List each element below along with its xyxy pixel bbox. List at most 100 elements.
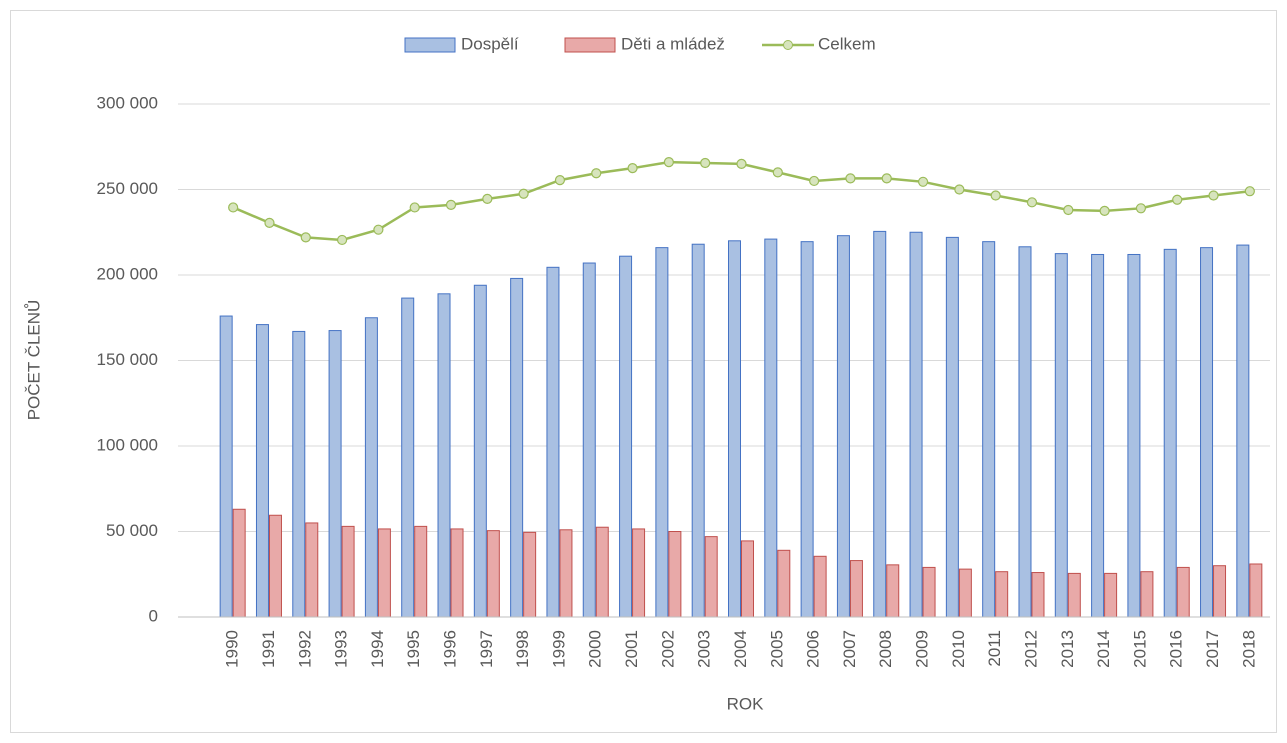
- x-tick-label: 2009: [913, 630, 932, 668]
- line-marker: [809, 175, 820, 187]
- y-tick-label: 150 000: [97, 350, 158, 369]
- line-marker: [300, 232, 311, 243]
- bar: [800, 241, 814, 618]
- bar: [1249, 563, 1263, 618]
- bar: [945, 236, 959, 618]
- bar: [741, 540, 754, 618]
- line-marker: [1026, 197, 1038, 208]
- x-tick-label: 1990: [223, 630, 242, 668]
- bar: [958, 568, 972, 618]
- bar: [691, 243, 705, 618]
- bar: [1054, 253, 1068, 618]
- x-tick-label: 2008: [876, 630, 895, 668]
- line-marker: [518, 188, 529, 199]
- line-marker: [482, 193, 493, 205]
- bar: [619, 255, 633, 618]
- line-marker: [1208, 190, 1219, 201]
- y-tick-label: 50 000: [106, 521, 158, 540]
- bar: [559, 529, 573, 618]
- bar: [219, 315, 233, 618]
- y-axis-label: POČET ČLENŮ: [24, 300, 43, 421]
- line-marker: [881, 173, 892, 184]
- y-tick-label: 200 000: [97, 264, 158, 283]
- x-tick-label: 1995: [404, 630, 423, 668]
- legend-label: Děti a mládež: [621, 34, 725, 53]
- legend-label: Dospělí: [461, 34, 519, 53]
- line-marker: [917, 176, 929, 187]
- bar: [849, 560, 863, 618]
- x-tick-label: 2014: [1094, 630, 1113, 668]
- bar: [995, 571, 1009, 618]
- y-tick-label: 250 000: [97, 179, 158, 198]
- bar: [1236, 244, 1250, 618]
- x-tick-label: 2001: [622, 630, 641, 668]
- x-tick-label: 1999: [549, 630, 568, 668]
- line-marker: [663, 157, 674, 168]
- chart-border: [10, 10, 1277, 733]
- bar: [232, 508, 246, 618]
- bar: [704, 536, 718, 618]
- x-tick-label: 1996: [441, 630, 460, 668]
- bar: [909, 231, 923, 618]
- bar: [546, 266, 560, 618]
- bar: [437, 293, 451, 618]
- x-tick-label: 1994: [368, 630, 387, 668]
- y-tick-label: 100 000: [97, 435, 158, 454]
- x-tick-label: 2012: [1021, 630, 1040, 668]
- line-marker: [336, 234, 348, 246]
- x-tick-label: 2010: [949, 630, 968, 668]
- line-marker: [554, 174, 566, 186]
- line-marker: [990, 190, 1001, 201]
- x-tick-label: 2016: [1167, 630, 1186, 668]
- line-marker: [627, 163, 638, 174]
- x-tick-label: 2011: [985, 630, 1004, 667]
- bar: [632, 528, 646, 618]
- bar: [1213, 565, 1227, 618]
- bar: [268, 514, 282, 618]
- x-tick-label: 2017: [1203, 630, 1222, 668]
- bar: [836, 235, 850, 618]
- bar: [873, 230, 887, 618]
- bar: [595, 526, 609, 618]
- x-tick-label: 2007: [840, 630, 859, 668]
- x-tick-label: 2000: [586, 630, 605, 668]
- bar: [328, 330, 342, 618]
- bar: [341, 525, 355, 618]
- line-marker: [1172, 194, 1183, 205]
- bar: [255, 324, 269, 618]
- bar: [728, 240, 741, 618]
- x-tick-label: 1993: [332, 630, 351, 668]
- x-tick-label: 1997: [477, 630, 496, 668]
- y-tick-label: 0: [149, 606, 158, 625]
- x-tick-label: 1998: [513, 630, 532, 668]
- x-tick-label: 2002: [658, 630, 677, 668]
- x-tick-label: 1992: [295, 630, 314, 668]
- bar: [1018, 246, 1032, 618]
- bar: [1163, 248, 1177, 618]
- line-marker: [445, 199, 457, 210]
- x-tick-label: 2004: [731, 630, 750, 668]
- legend-marker: [783, 40, 793, 50]
- line-marker: [700, 157, 711, 169]
- legend-swatch: [404, 37, 456, 53]
- bar: [450, 528, 464, 618]
- line-marker: [736, 158, 747, 169]
- bar: [523, 531, 537, 618]
- bar: [377, 528, 391, 618]
- x-tick-label: 2013: [1058, 630, 1077, 668]
- bar: [813, 555, 827, 618]
- bar: [582, 262, 596, 618]
- bar: [1104, 572, 1118, 618]
- line-marker: [1135, 203, 1147, 214]
- bar: [401, 297, 415, 618]
- bar: [1067, 572, 1081, 618]
- bar: [655, 247, 669, 618]
- line-marker: [264, 217, 275, 228]
- x-tick-label: 2003: [695, 630, 714, 668]
- line-marker: [845, 173, 856, 184]
- bar: [305, 522, 319, 618]
- bar: [764, 238, 778, 618]
- line-marker: [772, 167, 783, 178]
- x-axis-label: ROK: [727, 694, 765, 713]
